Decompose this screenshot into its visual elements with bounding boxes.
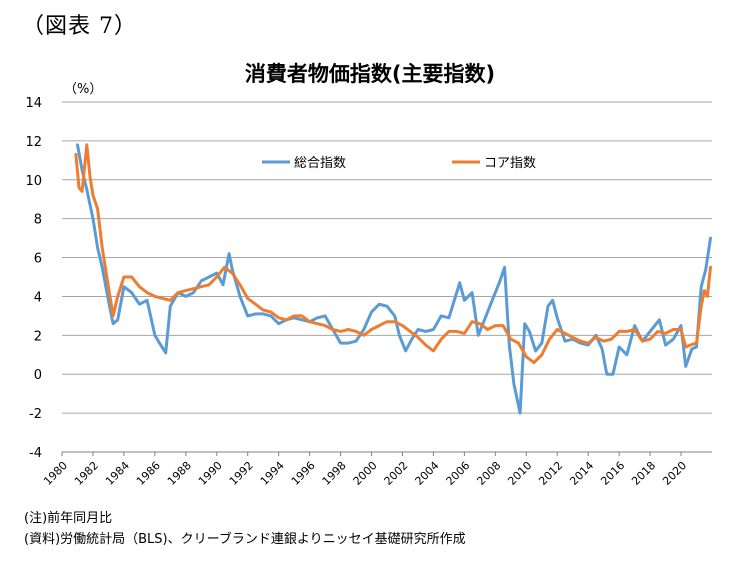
footnote: (注)前年同月比 <box>24 511 113 526</box>
legend-label: コア指数 <box>484 156 536 171</box>
x-tick-label: 2002 <box>382 459 411 488</box>
x-tick-label: 2004 <box>413 459 442 488</box>
y-tick-label: 8 <box>34 213 42 228</box>
y-tick-label: 2 <box>34 329 42 344</box>
x-tick-label: 1986 <box>134 459 163 488</box>
chart-title: 消費者物価指数(主要指数) <box>244 62 496 86</box>
series-line-headline <box>76 143 712 415</box>
y-tick-label: 12 <box>25 135 42 150</box>
legend-label: 総合指数 <box>294 156 346 171</box>
y-tick-label: 14 <box>25 96 42 111</box>
x-tick-label: 2018 <box>629 459 658 488</box>
x-tick-label: 1996 <box>289 459 318 488</box>
y-tick-label: 0 <box>34 368 42 383</box>
series-line-core <box>74 143 712 365</box>
x-tick-label: 2006 <box>444 459 473 488</box>
x-tick-label: 1980 <box>41 459 70 488</box>
x-tick-label: 1990 <box>196 459 225 488</box>
x-tick-label: 2016 <box>598 459 627 488</box>
y-axis-unit-label: （%） <box>64 82 103 97</box>
y-tick-label: 10 <box>25 174 42 189</box>
y-tick-label: 6 <box>34 252 42 267</box>
x-tick-label: 2014 <box>567 459 596 488</box>
y-tick-label: -2 <box>29 407 42 422</box>
x-tick-label: 1982 <box>72 459 101 488</box>
source-note: (資料)労働統計局（BLS)、クリーブランド連銀よりニッセイ基礎研究所作成 <box>24 532 466 547</box>
x-tick-label: 2012 <box>536 459 565 488</box>
x-tick-label: 2008 <box>474 459 503 488</box>
x-tick-label: 2010 <box>505 459 534 488</box>
x-tick-label: 1988 <box>165 459 194 488</box>
y-tick-label: -4 <box>29 446 42 461</box>
x-tick-label: 1994 <box>258 459 287 488</box>
x-tick-label: 1998 <box>320 459 349 488</box>
figure-label: （図表 7） <box>22 14 137 39</box>
x-tick-label: 1984 <box>103 459 132 488</box>
x-tick-label: 2000 <box>351 459 380 488</box>
x-tick-label: 1992 <box>227 459 256 488</box>
y-tick-label: 4 <box>34 290 42 305</box>
x-tick-label: 2020 <box>660 459 689 488</box>
